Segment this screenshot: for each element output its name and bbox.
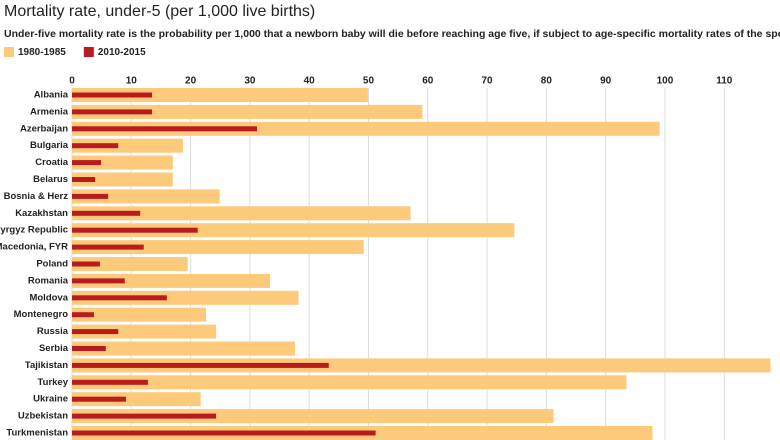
bar	[72, 227, 198, 233]
bar	[72, 193, 109, 199]
y-tick-label: Russia	[37, 326, 69, 337]
bar	[72, 379, 148, 385]
x-tick-label: 10	[126, 76, 138, 87]
bar	[72, 223, 515, 238]
x-tick-label: 40	[304, 76, 316, 87]
bar	[72, 358, 771, 373]
bar	[72, 92, 153, 98]
bar	[72, 324, 217, 339]
bar	[72, 177, 96, 182]
y-tick-label: Belarus	[33, 174, 68, 185]
bar	[72, 295, 167, 301]
legend-label: 1980-1985	[18, 47, 66, 58]
bar	[72, 240, 364, 255]
bar	[72, 346, 106, 351]
bar	[72, 88, 368, 102]
legend: 1980-1985 2010-2015	[4, 47, 146, 58]
y-tick-label: Turkmenistan	[6, 428, 68, 439]
bar	[72, 362, 329, 368]
legend-label: 2010-2015	[98, 47, 146, 58]
y-tick-label: Ukraine	[33, 394, 68, 405]
bar	[72, 273, 271, 288]
bar	[72, 121, 660, 136]
y-tick-label: Moldova	[29, 292, 68, 303]
y-tick-label: Bosnia & Herz	[4, 191, 69, 202]
bar	[72, 210, 141, 216]
legend-swatch	[4, 47, 14, 57]
x-tick-label: 90	[600, 76, 612, 87]
x-tick-label: 80	[541, 76, 553, 87]
y-tick-label: Bulgaria	[30, 140, 69, 151]
bar	[72, 104, 423, 119]
y-tick-label: Turkey	[38, 377, 69, 388]
bar	[72, 396, 126, 402]
bar	[72, 143, 119, 149]
y-tick-label: Kyrgyz Republic	[0, 225, 68, 236]
y-tick-label: Poland	[36, 259, 68, 270]
bar	[72, 409, 554, 424]
bar	[72, 189, 220, 204]
bar	[72, 109, 153, 115]
bar	[72, 392, 201, 407]
y-tick-label: Romania	[28, 275, 69, 286]
bar	[72, 341, 295, 356]
bar	[72, 155, 173, 170]
bar	[72, 244, 144, 250]
bar	[72, 413, 217, 419]
chart-subtitle: Under-five mortality rate is the probabi…	[4, 28, 780, 40]
bar	[72, 172, 173, 187]
bar	[72, 257, 188, 271]
bar	[72, 312, 94, 318]
x-tick-label: 0	[69, 76, 75, 87]
x-tick-label: 30	[244, 76, 256, 87]
y-tick-label: Croatia	[35, 157, 68, 168]
bar	[72, 138, 183, 153]
x-tick-label: 70	[482, 76, 494, 87]
y-tick-label: Macedonia, FYR	[0, 242, 68, 253]
y-tick-label: Serbia	[39, 343, 69, 354]
bar	[72, 375, 627, 390]
x-tick-label: 60	[422, 76, 434, 87]
chart-title: Mortality rate, under-5 (per 1,000 live …	[4, 3, 315, 20]
bar	[72, 206, 411, 221]
x-tick-label: 100	[657, 76, 674, 87]
bars: Albania Armenia Azerbaijan Bulgaria Croatia B…	[0, 88, 771, 440]
y-tick-label: Armenia	[30, 106, 69, 117]
x-tick-label: 50	[363, 76, 375, 87]
legend-swatch	[83, 47, 94, 57]
y-tick-label: Albania	[34, 90, 69, 101]
y-tick-label: Montenegro	[14, 309, 69, 320]
bar	[72, 261, 100, 267]
y-tick-label: Uzbekistan	[18, 411, 68, 422]
y-tick-label: Kazakhstan	[15, 208, 68, 219]
bar	[72, 329, 119, 335]
x-tick-label: 20	[185, 76, 197, 87]
bar	[72, 278, 125, 284]
bar	[72, 126, 258, 132]
y-tick-label: Tajikistan	[25, 360, 68, 371]
x-tick-label: 110	[716, 76, 733, 87]
bar	[72, 307, 207, 322]
y-tick-label: Azerbaijan	[20, 123, 68, 134]
bar	[72, 290, 299, 305]
bar	[72, 430, 376, 436]
bar	[72, 160, 102, 166]
